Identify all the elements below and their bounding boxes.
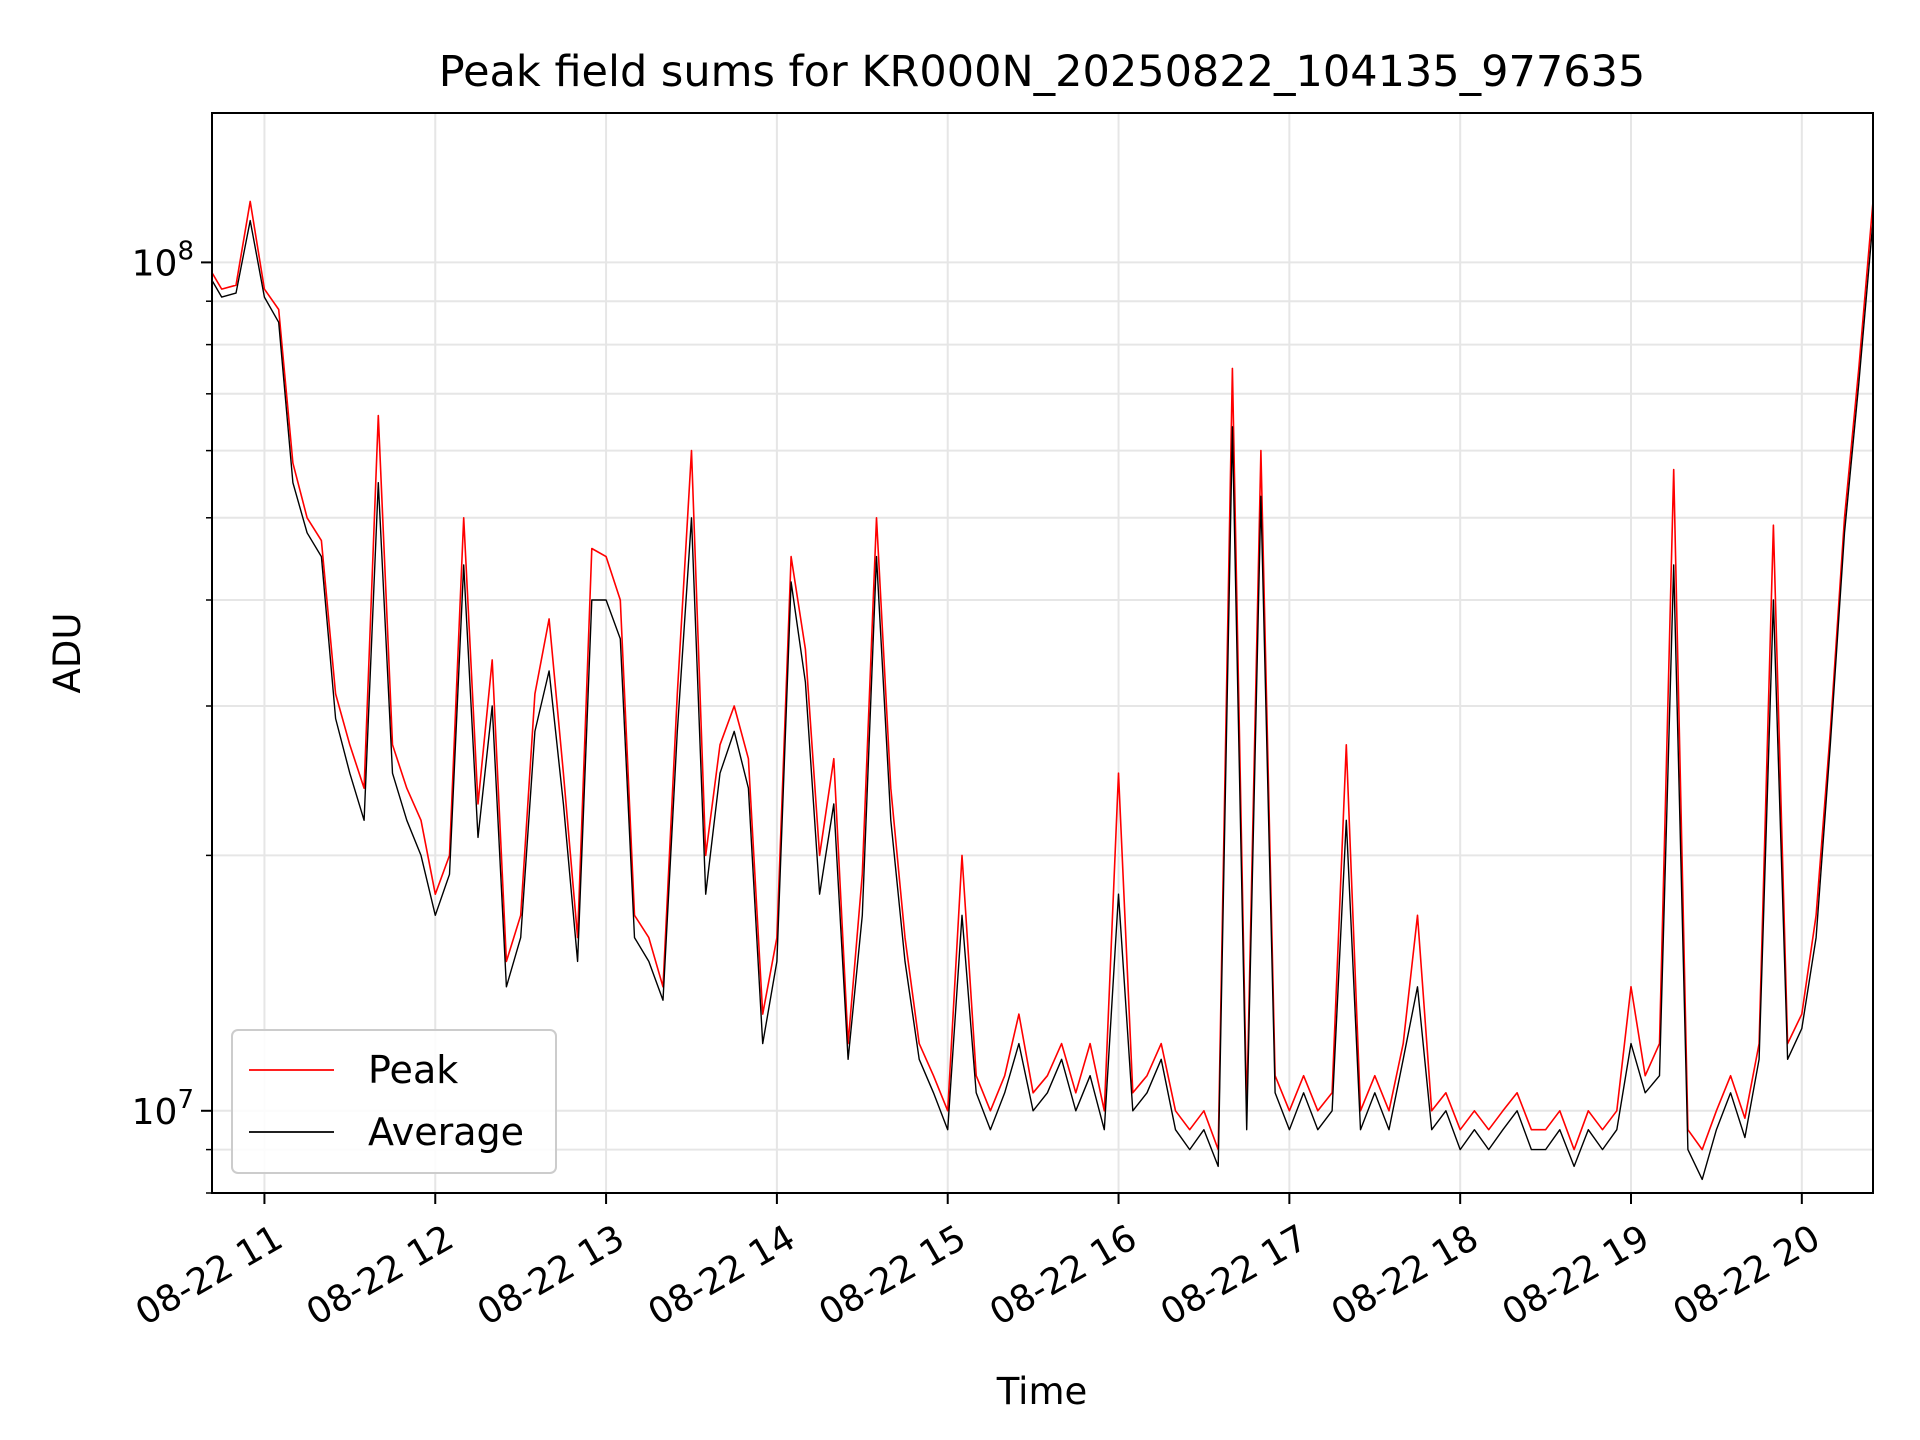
legend-box <box>231 1029 557 1174</box>
y-axis-title: ADU <box>46 613 89 694</box>
chart-title: Peak field sums for KR000N_20250822_1041… <box>439 47 1646 97</box>
y-tick-exponent: 8 <box>177 236 194 266</box>
y-tick-label: 107 <box>132 1085 194 1133</box>
legend-label-peak: Peak <box>368 1048 458 1092</box>
series-layer <box>212 200 1873 1181</box>
legend-label-average: Average <box>368 1110 524 1154</box>
y-tick-base: 10 <box>132 243 178 284</box>
plot-frame <box>211 112 1874 1194</box>
y-tick-exponent: 7 <box>177 1085 194 1115</box>
legend: Peak Average <box>231 1029 557 1174</box>
plot-area <box>212 113 1873 1193</box>
series-line-average <box>212 219 1873 1181</box>
grid <box>212 113 1873 1194</box>
y-tick-label: 108 <box>132 236 194 284</box>
x-axis-title: Time <box>996 1370 1088 1413</box>
series-line-peak <box>212 200 1873 1151</box>
y-tick-base: 10 <box>132 1092 178 1133</box>
